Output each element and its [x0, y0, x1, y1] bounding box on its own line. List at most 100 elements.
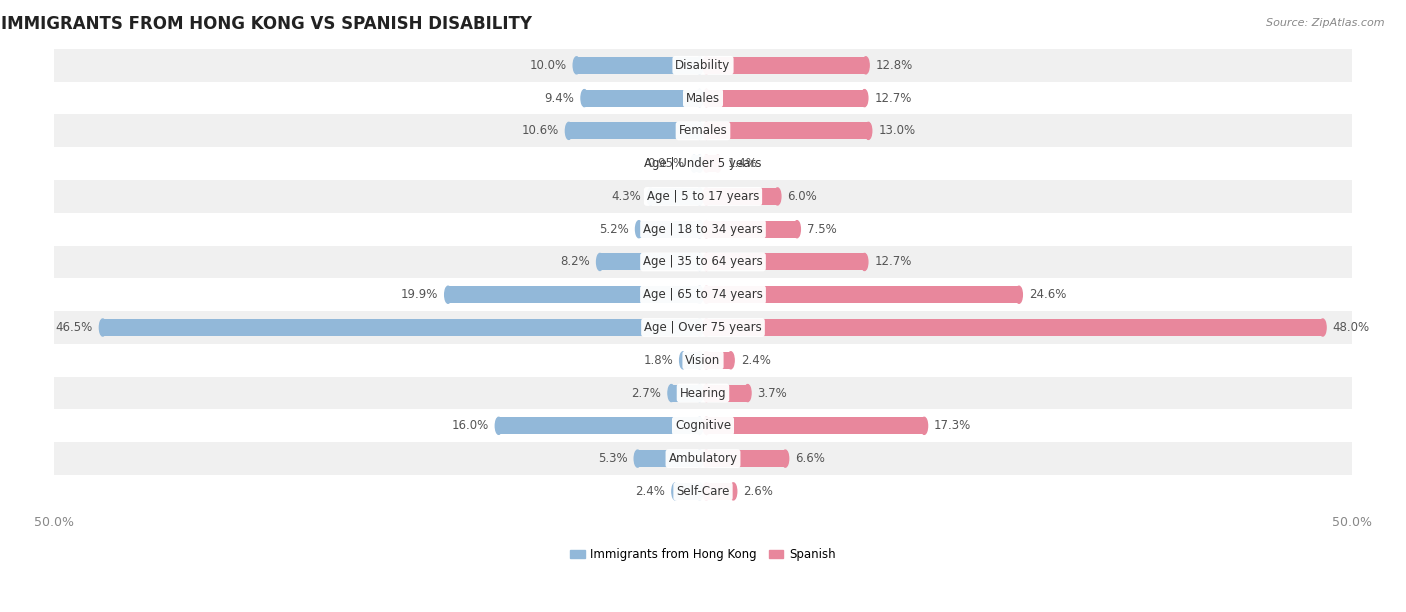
Circle shape [793, 221, 800, 237]
Text: 19.9%: 19.9% [401, 288, 439, 301]
Circle shape [1319, 319, 1326, 336]
Text: Age | 65 to 74 years: Age | 65 to 74 years [643, 288, 763, 301]
Circle shape [714, 155, 721, 172]
Bar [706, 221, 797, 237]
Text: 2.4%: 2.4% [636, 485, 665, 498]
Circle shape [679, 352, 686, 369]
Circle shape [596, 253, 603, 271]
Bar [706, 483, 734, 500]
Bar [53, 409, 1353, 442]
Circle shape [921, 417, 928, 435]
Bar [53, 475, 1353, 508]
Circle shape [860, 253, 868, 271]
Bar [585, 89, 700, 106]
Circle shape [100, 319, 105, 336]
Text: Self-Care: Self-Care [676, 485, 730, 498]
Circle shape [634, 450, 641, 467]
Text: 16.0%: 16.0% [451, 419, 489, 432]
Bar [651, 188, 700, 205]
Circle shape [672, 483, 679, 500]
Circle shape [696, 352, 703, 369]
Bar [706, 188, 778, 205]
Bar [683, 352, 700, 369]
Bar [103, 319, 700, 336]
Bar [53, 147, 1353, 180]
Text: 4.3%: 4.3% [612, 190, 641, 203]
Text: 17.3%: 17.3% [934, 419, 972, 432]
Text: 7.5%: 7.5% [807, 223, 837, 236]
Bar [449, 286, 700, 304]
Bar [576, 57, 700, 74]
Text: 46.5%: 46.5% [56, 321, 93, 334]
Circle shape [703, 417, 710, 435]
Text: 1.8%: 1.8% [644, 354, 673, 367]
Text: 2.6%: 2.6% [744, 485, 773, 498]
Circle shape [703, 450, 710, 467]
Bar [53, 311, 1353, 344]
Circle shape [696, 122, 703, 140]
Text: Age | 5 to 17 years: Age | 5 to 17 years [647, 190, 759, 203]
Text: 5.2%: 5.2% [599, 223, 628, 236]
Circle shape [444, 286, 451, 304]
Circle shape [703, 483, 710, 500]
Bar [706, 319, 1323, 336]
Circle shape [565, 122, 572, 140]
Circle shape [703, 352, 710, 369]
Bar [53, 49, 1353, 82]
Circle shape [696, 286, 703, 304]
Legend: Immigrants from Hong Kong, Spanish: Immigrants from Hong Kong, Spanish [565, 543, 841, 565]
Bar [53, 442, 1353, 475]
Circle shape [696, 155, 703, 172]
Circle shape [703, 122, 710, 140]
Text: 2.7%: 2.7% [631, 387, 661, 400]
Circle shape [574, 57, 579, 74]
Circle shape [703, 155, 710, 172]
Bar [671, 384, 700, 401]
Bar [706, 155, 718, 172]
Bar [53, 82, 1353, 114]
Bar [706, 253, 865, 271]
Circle shape [696, 384, 703, 401]
Circle shape [860, 89, 868, 106]
Circle shape [865, 122, 872, 140]
Circle shape [703, 221, 710, 237]
Bar [638, 221, 700, 237]
Circle shape [696, 319, 703, 336]
Bar [675, 483, 700, 500]
Circle shape [696, 253, 703, 271]
Text: 3.7%: 3.7% [758, 387, 787, 400]
Circle shape [744, 384, 751, 401]
Bar [706, 57, 866, 74]
Text: Age | 35 to 64 years: Age | 35 to 64 years [643, 255, 763, 269]
Circle shape [696, 57, 703, 74]
Circle shape [703, 57, 710, 74]
Circle shape [727, 352, 734, 369]
Circle shape [782, 450, 789, 467]
Bar [499, 417, 700, 435]
Circle shape [703, 286, 710, 304]
Text: 12.8%: 12.8% [876, 59, 912, 72]
Text: 2.4%: 2.4% [741, 354, 770, 367]
Circle shape [647, 188, 654, 205]
Circle shape [703, 188, 710, 205]
Bar [53, 180, 1353, 213]
Circle shape [696, 89, 703, 106]
Circle shape [730, 483, 737, 500]
Text: 13.0%: 13.0% [879, 124, 915, 137]
Circle shape [696, 221, 703, 237]
Bar [706, 122, 869, 140]
Text: 10.0%: 10.0% [530, 59, 567, 72]
Circle shape [696, 188, 703, 205]
Circle shape [703, 89, 710, 106]
Text: IMMIGRANTS FROM HONG KONG VS SPANISH DISABILITY: IMMIGRANTS FROM HONG KONG VS SPANISH DIS… [1, 15, 533, 33]
Text: Cognitive: Cognitive [675, 419, 731, 432]
Bar [53, 376, 1353, 409]
Bar [637, 450, 700, 467]
Text: 48.0%: 48.0% [1333, 321, 1369, 334]
Circle shape [696, 483, 703, 500]
Text: 1.4%: 1.4% [728, 157, 758, 170]
Text: Age | 18 to 34 years: Age | 18 to 34 years [643, 223, 763, 236]
Text: 0.95%: 0.95% [647, 157, 685, 170]
Circle shape [696, 417, 703, 435]
Circle shape [1015, 286, 1022, 304]
